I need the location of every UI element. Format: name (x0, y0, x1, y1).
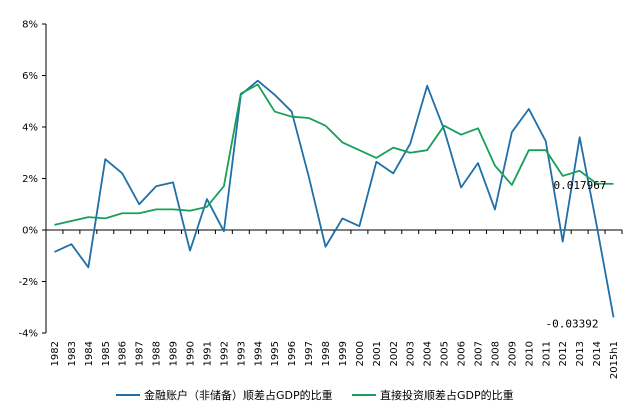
x-axis: 1982 1983 1984 1985 1986 1987 1988 1989 1990 1991… (45, 229, 623, 379)
data-label-1: -0.03392 (546, 317, 599, 330)
x-tick-label: 2007 (474, 341, 485, 366)
x-tick-label: 1989 (169, 341, 180, 366)
y-axis: 8% 6% 4% 2% 0% -2% -4% (19, 20, 47, 340)
x-tick-label: 2001 (372, 341, 383, 366)
legend: 金融账户（非储备）顺差占GDP的比重 直接投资顺差占GDP的比重 (116, 388, 514, 402)
annotations: 0.017967 -0.03392 (546, 179, 607, 330)
x-tick-label: 2013 (575, 341, 586, 366)
x-tick-label: 2015h1 (609, 341, 620, 379)
y-tick-label: 4% (22, 123, 38, 134)
series-lines (54, 79, 615, 318)
y-tick-label: 6% (22, 71, 38, 82)
y-tick-label: 0% (22, 226, 38, 237)
x-tick-label: 1990 (186, 341, 197, 366)
series-line-0 (54, 79, 615, 318)
x-tick-label: 1987 (135, 341, 146, 366)
x-tick-label: 1983 (67, 341, 78, 366)
legend-label-1: 直接投资顺差占GDP的比重 (380, 388, 514, 402)
x-tick-label: 2011 (541, 341, 552, 366)
x-tick-label: 2004 (423, 341, 434, 366)
x-tick-label: 1986 (118, 341, 129, 366)
legend-label-0: 金融账户（非储备）顺差占GDP的比重 (144, 388, 333, 402)
x-tick-label: 2009 (507, 341, 518, 366)
x-tick-label: 2010 (524, 341, 535, 366)
x-tick-label: 1991 (202, 341, 213, 366)
y-tick-label: -4% (19, 329, 38, 340)
x-tick-label: 1988 (152, 341, 163, 366)
x-tick-label: 1993 (236, 341, 247, 366)
x-tick-label: 2005 (440, 341, 451, 366)
data-label-0: 0.017967 (554, 179, 607, 192)
y-tick-label: 8% (22, 20, 38, 31)
x-tick-label: 1992 (219, 341, 230, 366)
x-tick-label: 1998 (321, 341, 332, 366)
x-tick-label: 1994 (253, 341, 264, 366)
x-tick-label: 1985 (101, 341, 112, 366)
x-tick-label: 2012 (558, 341, 569, 366)
y-tick-label: 2% (22, 174, 38, 185)
x-tick-label: 2006 (457, 341, 468, 366)
x-tick-label: 1997 (304, 341, 315, 366)
x-tick-label: 2002 (389, 341, 400, 366)
x-tick-label: 1984 (84, 341, 95, 366)
y-tick-label: -2% (19, 277, 38, 288)
x-tick-label: 2014 (592, 341, 603, 366)
x-tick-label: 1996 (287, 341, 298, 366)
x-tick-label: 2008 (490, 341, 501, 366)
x-tick-label: 1995 (270, 341, 281, 366)
x-tick-label: 1982 (50, 341, 61, 366)
x-tick-label: 2000 (355, 341, 366, 366)
x-tick-label: 1999 (338, 341, 349, 366)
series-line-1 (54, 83, 614, 226)
x-tick-label: 2003 (406, 341, 417, 366)
